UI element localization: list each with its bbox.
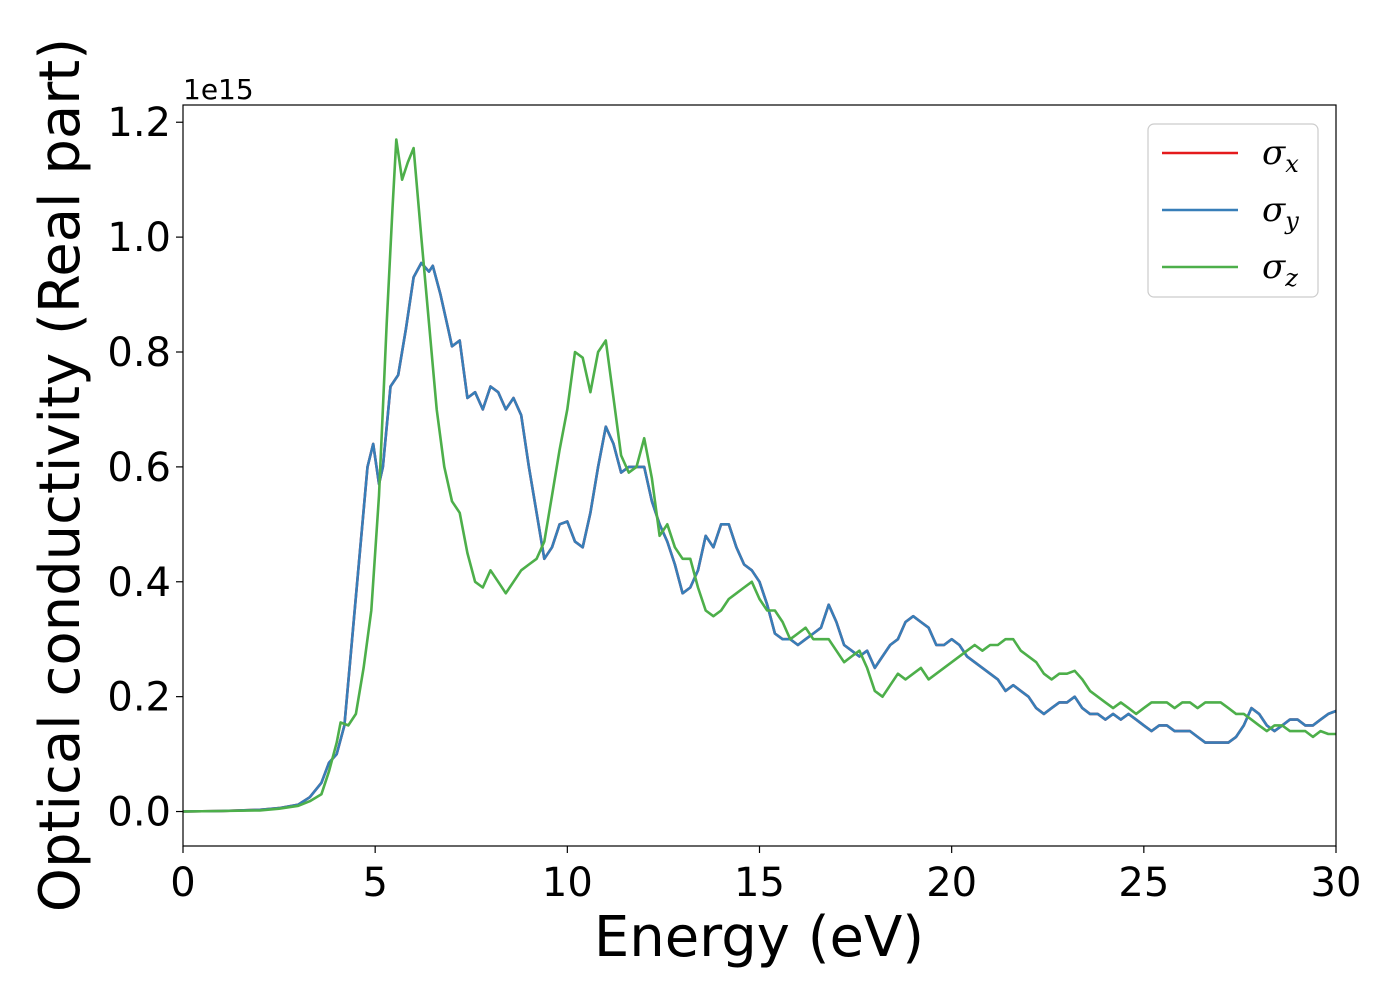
y-axis-title: Optical conductivity (Real part)	[28, 38, 93, 912]
x-tick-label: 10	[542, 860, 593, 906]
y-tick-label: 0.6	[107, 445, 171, 491]
legend-label-subscript: z	[1284, 264, 1298, 292]
y-tick-label: 0.2	[107, 675, 171, 721]
legend-label-x: σx	[1262, 133, 1299, 178]
x-tick-label: 15	[734, 860, 785, 906]
legend-label-subscript: x	[1285, 150, 1299, 178]
x-tick-label: 25	[1118, 860, 1169, 906]
x-tick-label: 30	[1311, 860, 1362, 906]
y-tick-label: 0.8	[107, 330, 171, 376]
x-axis: 0 5 10 15 20 25 30	[170, 846, 1361, 906]
series-line-y	[183, 261, 1336, 813]
legend-label-symbol: σ	[1262, 247, 1286, 287]
x-tick-label: 20	[926, 860, 977, 906]
x-axis-title: Energy (eV)	[594, 905, 924, 970]
legend-label-y: σy	[1262, 190, 1299, 235]
series-line-z	[183, 138, 1336, 813]
y-tick-label: 1.0	[107, 215, 171, 261]
y-tick-label: 0.0	[107, 790, 171, 836]
legend-label-symbol: σ	[1262, 190, 1286, 230]
y-offset-label: 1e15	[183, 73, 254, 106]
x-tick-label: 5	[362, 860, 387, 906]
y-tick-label: 0.4	[107, 560, 171, 606]
legend-label-subscript: y	[1284, 207, 1299, 235]
legend-label-z: σz	[1262, 247, 1298, 292]
x-tick-label: 0	[170, 860, 195, 906]
legend-label-symbol: σ	[1262, 133, 1286, 173]
y-axis: 0.0 0.2 0.4 0.6 0.8 1.0 1.2	[107, 100, 183, 836]
plot-lines	[183, 138, 1336, 813]
y-tick-label: 1.2	[107, 100, 171, 146]
